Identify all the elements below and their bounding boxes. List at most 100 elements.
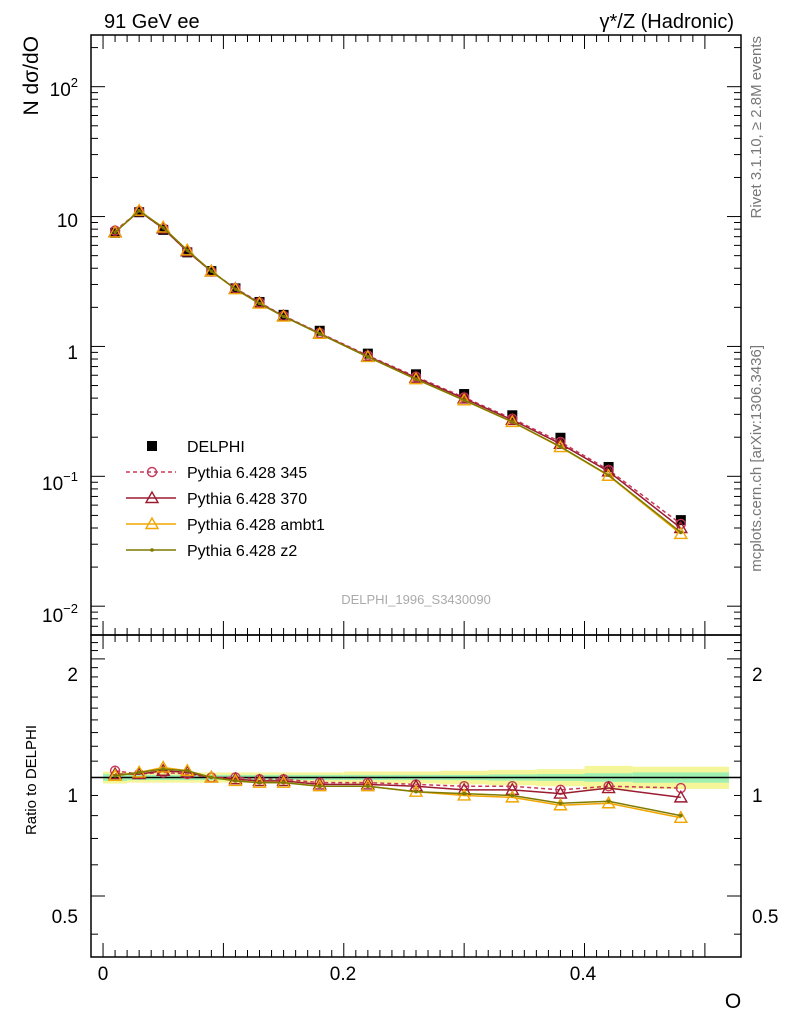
mc-point-2	[252, 296, 267, 309]
legend-label: Pythia 6.428 345	[187, 465, 307, 482]
mc-point-3	[414, 377, 418, 381]
axis-ticks	[91, 35, 741, 957]
ratio-point-1	[360, 777, 376, 790]
legend-label: DELPHI	[187, 439, 245, 456]
mc-point-3	[233, 287, 238, 291]
ratio-point-1	[276, 773, 291, 787]
ratio-point-3	[209, 775, 214, 780]
mc-point-2	[228, 281, 243, 295]
mc-point-2	[180, 242, 195, 256]
mc-point-3	[317, 332, 322, 336]
ratio-point-3	[558, 801, 563, 806]
ratio-series-marks	[107, 760, 689, 823]
delphi-data-point	[362, 348, 373, 359]
ratio-point-1	[107, 766, 123, 780]
ratio-line-1	[115, 769, 681, 799]
legend-entry: DELPHI	[147, 439, 245, 456]
mc-point-1	[456, 390, 472, 404]
legend-label: Pythia 6.428 370	[187, 491, 307, 508]
ratio-y-tick-0.5-left: 0.5	[52, 907, 78, 928]
ratio-point-3	[233, 779, 238, 783]
mc-point-3	[209, 269, 214, 273]
ratio-point-2	[156, 760, 171, 773]
main-y-tick-1e-1-exp: −1	[63, 469, 78, 484]
mc-point-3	[462, 398, 466, 402]
ratio-y-tick-2-left: 2	[67, 665, 78, 686]
main-series-marks	[107, 203, 689, 540]
ratio-point-3	[366, 784, 370, 789]
legend-marker	[144, 516, 160, 530]
analysis-watermark: DELPHI_1996_S3430090	[341, 592, 491, 607]
ratio-line-3	[114, 768, 681, 817]
mc-point-2	[673, 526, 689, 540]
ratio-point-1	[228, 771, 243, 785]
delphi-data-point	[314, 325, 325, 336]
ratio-y-tick-1-right: 1	[752, 786, 763, 807]
ratio-point-3	[679, 813, 683, 818]
mc-point-3	[558, 444, 563, 449]
x-tick-label-0.4: 0.4	[570, 964, 597, 985]
ratio-point-3	[161, 767, 166, 771]
ratio-point-3	[510, 793, 515, 798]
mc-point-3	[366, 355, 370, 359]
header-energy: 91 GeV ee	[104, 11, 200, 33]
x-tick-label-0: 0	[98, 964, 109, 985]
ratio-y-tick-2-right: 2	[752, 665, 763, 686]
ratio-point-3	[257, 780, 262, 785]
ratio-line-0	[114, 770, 681, 791]
mc-point-3	[161, 225, 166, 230]
ratio-point-3	[317, 784, 322, 789]
mc-point-2	[553, 439, 568, 453]
ratio-point-3	[185, 768, 190, 773]
main-y-tick-1: 1	[67, 343, 78, 364]
main-y-tick-1e2: 102	[50, 75, 78, 101]
mc-point-2	[107, 224, 123, 238]
mc-line-3	[114, 209, 682, 533]
ratio-point-3	[281, 780, 286, 785]
ratio-point-2	[456, 788, 472, 801]
ratio-point-0	[555, 784, 566, 796]
ratio-point-3	[462, 791, 466, 796]
mc-point-2	[131, 203, 147, 216]
rivet-label: Rivet 3.1.10, ≥ 2.8M events	[748, 36, 765, 219]
main-y-tick-1e-1: 10−1	[42, 469, 78, 495]
main-y-tick-1e2-exp: 2	[71, 75, 78, 90]
ratio-point-3	[414, 789, 418, 794]
mcplots-label: mcplots.cern.ch [arXiv:1306.3436]	[748, 345, 765, 572]
legend-marker	[144, 490, 160, 504]
mc-point-3	[257, 301, 262, 306]
legend-label: Pythia 6.428 z2	[187, 543, 297, 560]
ratio-y-tick-1-left: 1	[67, 786, 78, 807]
mc-point-2	[601, 468, 616, 481]
ratio-point-1	[312, 777, 327, 790]
mc-point-3	[679, 530, 683, 535]
ratio-y-axis-label: Ratio to DELPHI	[23, 725, 40, 835]
legend-entry: Pythia 6.428 ambt1	[126, 516, 325, 534]
delphi-data-point	[603, 461, 614, 472]
x-tick-label-0.2: 0.2	[330, 964, 356, 985]
ratio-point-1	[673, 789, 689, 803]
ratio-point-3	[113, 773, 117, 778]
main-y-tick-1e-2-base: 10	[42, 606, 63, 627]
main-y-tick-1e-1-base: 10	[42, 474, 63, 495]
mc-point-2	[276, 309, 291, 322]
legend-label: Pythia 6.428 ambt1	[187, 517, 325, 534]
header-process: γ*/Z (Hadronic)	[600, 11, 734, 33]
main-y-tick-1e-2: 10−2	[42, 601, 78, 627]
ratio-point-1	[601, 780, 616, 794]
mc-point-3	[113, 230, 117, 235]
delphi-data-point	[182, 247, 193, 258]
ratio-point-2	[673, 810, 689, 823]
mc-point-2	[204, 263, 219, 277]
mc-point-3	[281, 314, 286, 319]
main-y-tick-1e-2-exp: −2	[63, 601, 78, 616]
mc-point-3	[510, 419, 515, 424]
mc-point-3	[185, 248, 190, 253]
ratio-point-1	[252, 773, 267, 787]
mc-point-2	[156, 219, 171, 233]
ratio-point-2	[553, 797, 568, 811]
legend-entry: Pythia 6.428 345	[126, 465, 307, 482]
delphi-data-point	[158, 224, 169, 235]
main-y-tick-1e2-base: 10	[50, 80, 71, 101]
